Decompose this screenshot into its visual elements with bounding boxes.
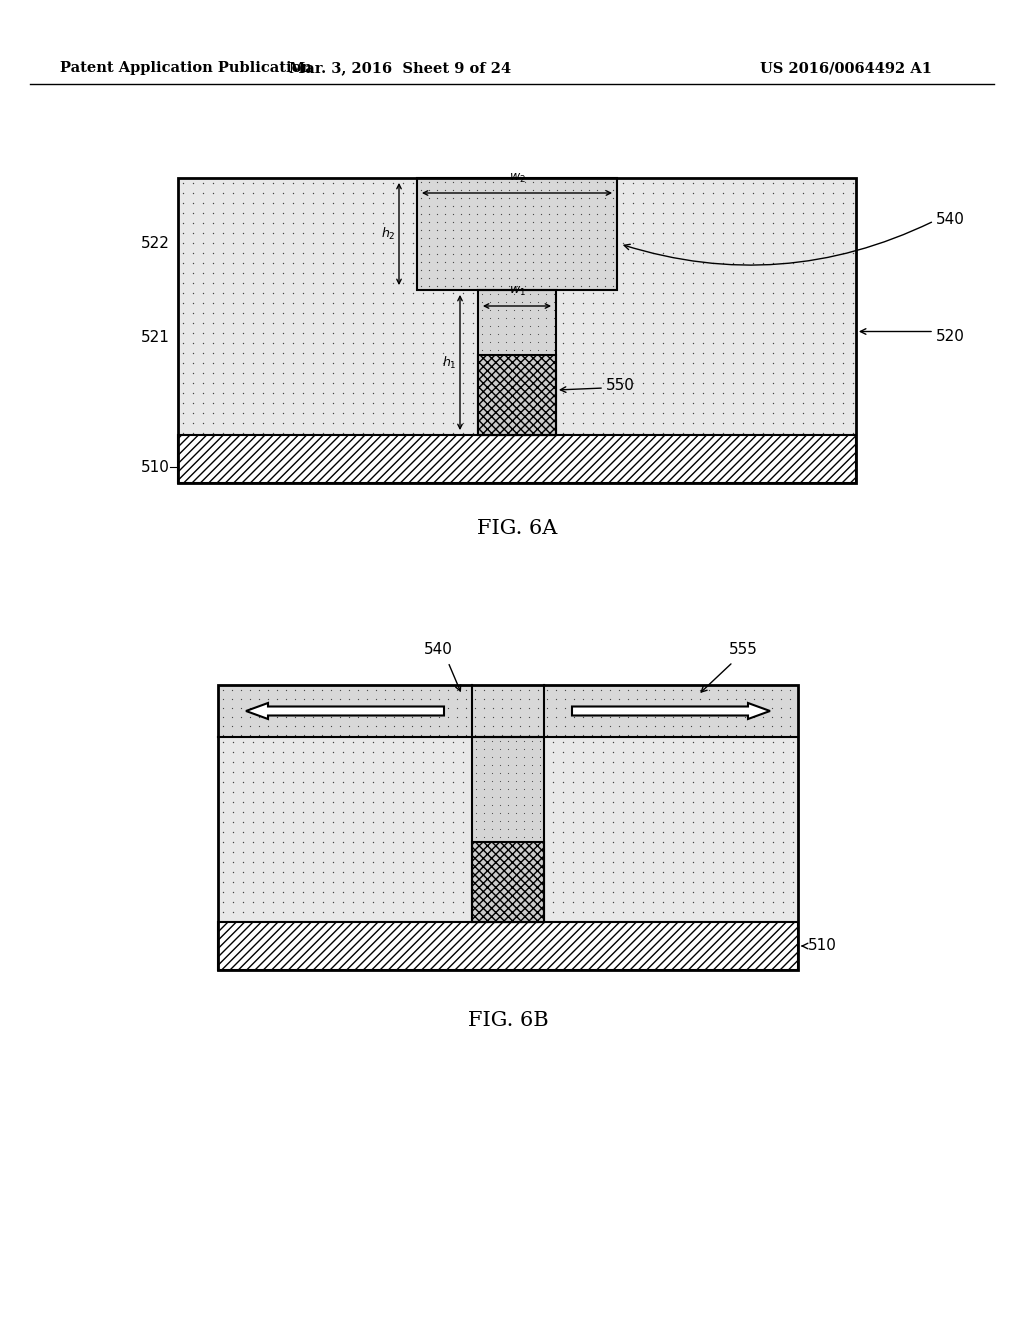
Text: 550: 550 — [606, 378, 635, 392]
Bar — [417, 178, 617, 290]
Bar — [178, 436, 856, 483]
Polygon shape — [246, 704, 444, 719]
Bar — [478, 355, 556, 436]
Text: $h_1$: $h_1$ — [442, 355, 457, 371]
Bar — [218, 737, 798, 921]
Bar — [218, 921, 798, 970]
Text: Patent Application Publication: Patent Application Publication — [60, 61, 312, 75]
Text: US 2016/0064492 A1: US 2016/0064492 A1 — [760, 61, 932, 75]
Text: FIG. 6B: FIG. 6B — [468, 1011, 548, 1030]
Text: $w_1$: $w_1$ — [509, 285, 525, 298]
Text: $h_2$: $h_2$ — [382, 226, 396, 242]
Text: 555: 555 — [728, 643, 758, 657]
Bar — [472, 737, 544, 921]
Bar — [417, 178, 617, 290]
Bar — [478, 290, 556, 436]
Bar — [218, 685, 798, 737]
Text: 510: 510 — [141, 459, 170, 474]
Bar — [178, 178, 856, 436]
Text: Mar. 3, 2016  Sheet 9 of 24: Mar. 3, 2016 Sheet 9 of 24 — [289, 61, 511, 75]
Text: $w_2$: $w_2$ — [509, 172, 525, 185]
Text: FIG. 6A: FIG. 6A — [477, 519, 557, 537]
Bar — [472, 842, 544, 921]
Text: 540: 540 — [936, 211, 965, 227]
Bar — [218, 685, 798, 970]
Text: 520: 520 — [936, 329, 965, 345]
Bar — [478, 290, 556, 436]
Text: 522: 522 — [141, 236, 170, 252]
Text: 540: 540 — [424, 643, 453, 657]
Bar — [472, 737, 544, 921]
Text: 510: 510 — [808, 939, 837, 953]
Bar — [178, 178, 856, 483]
Polygon shape — [572, 704, 770, 719]
Text: 521: 521 — [141, 330, 170, 345]
